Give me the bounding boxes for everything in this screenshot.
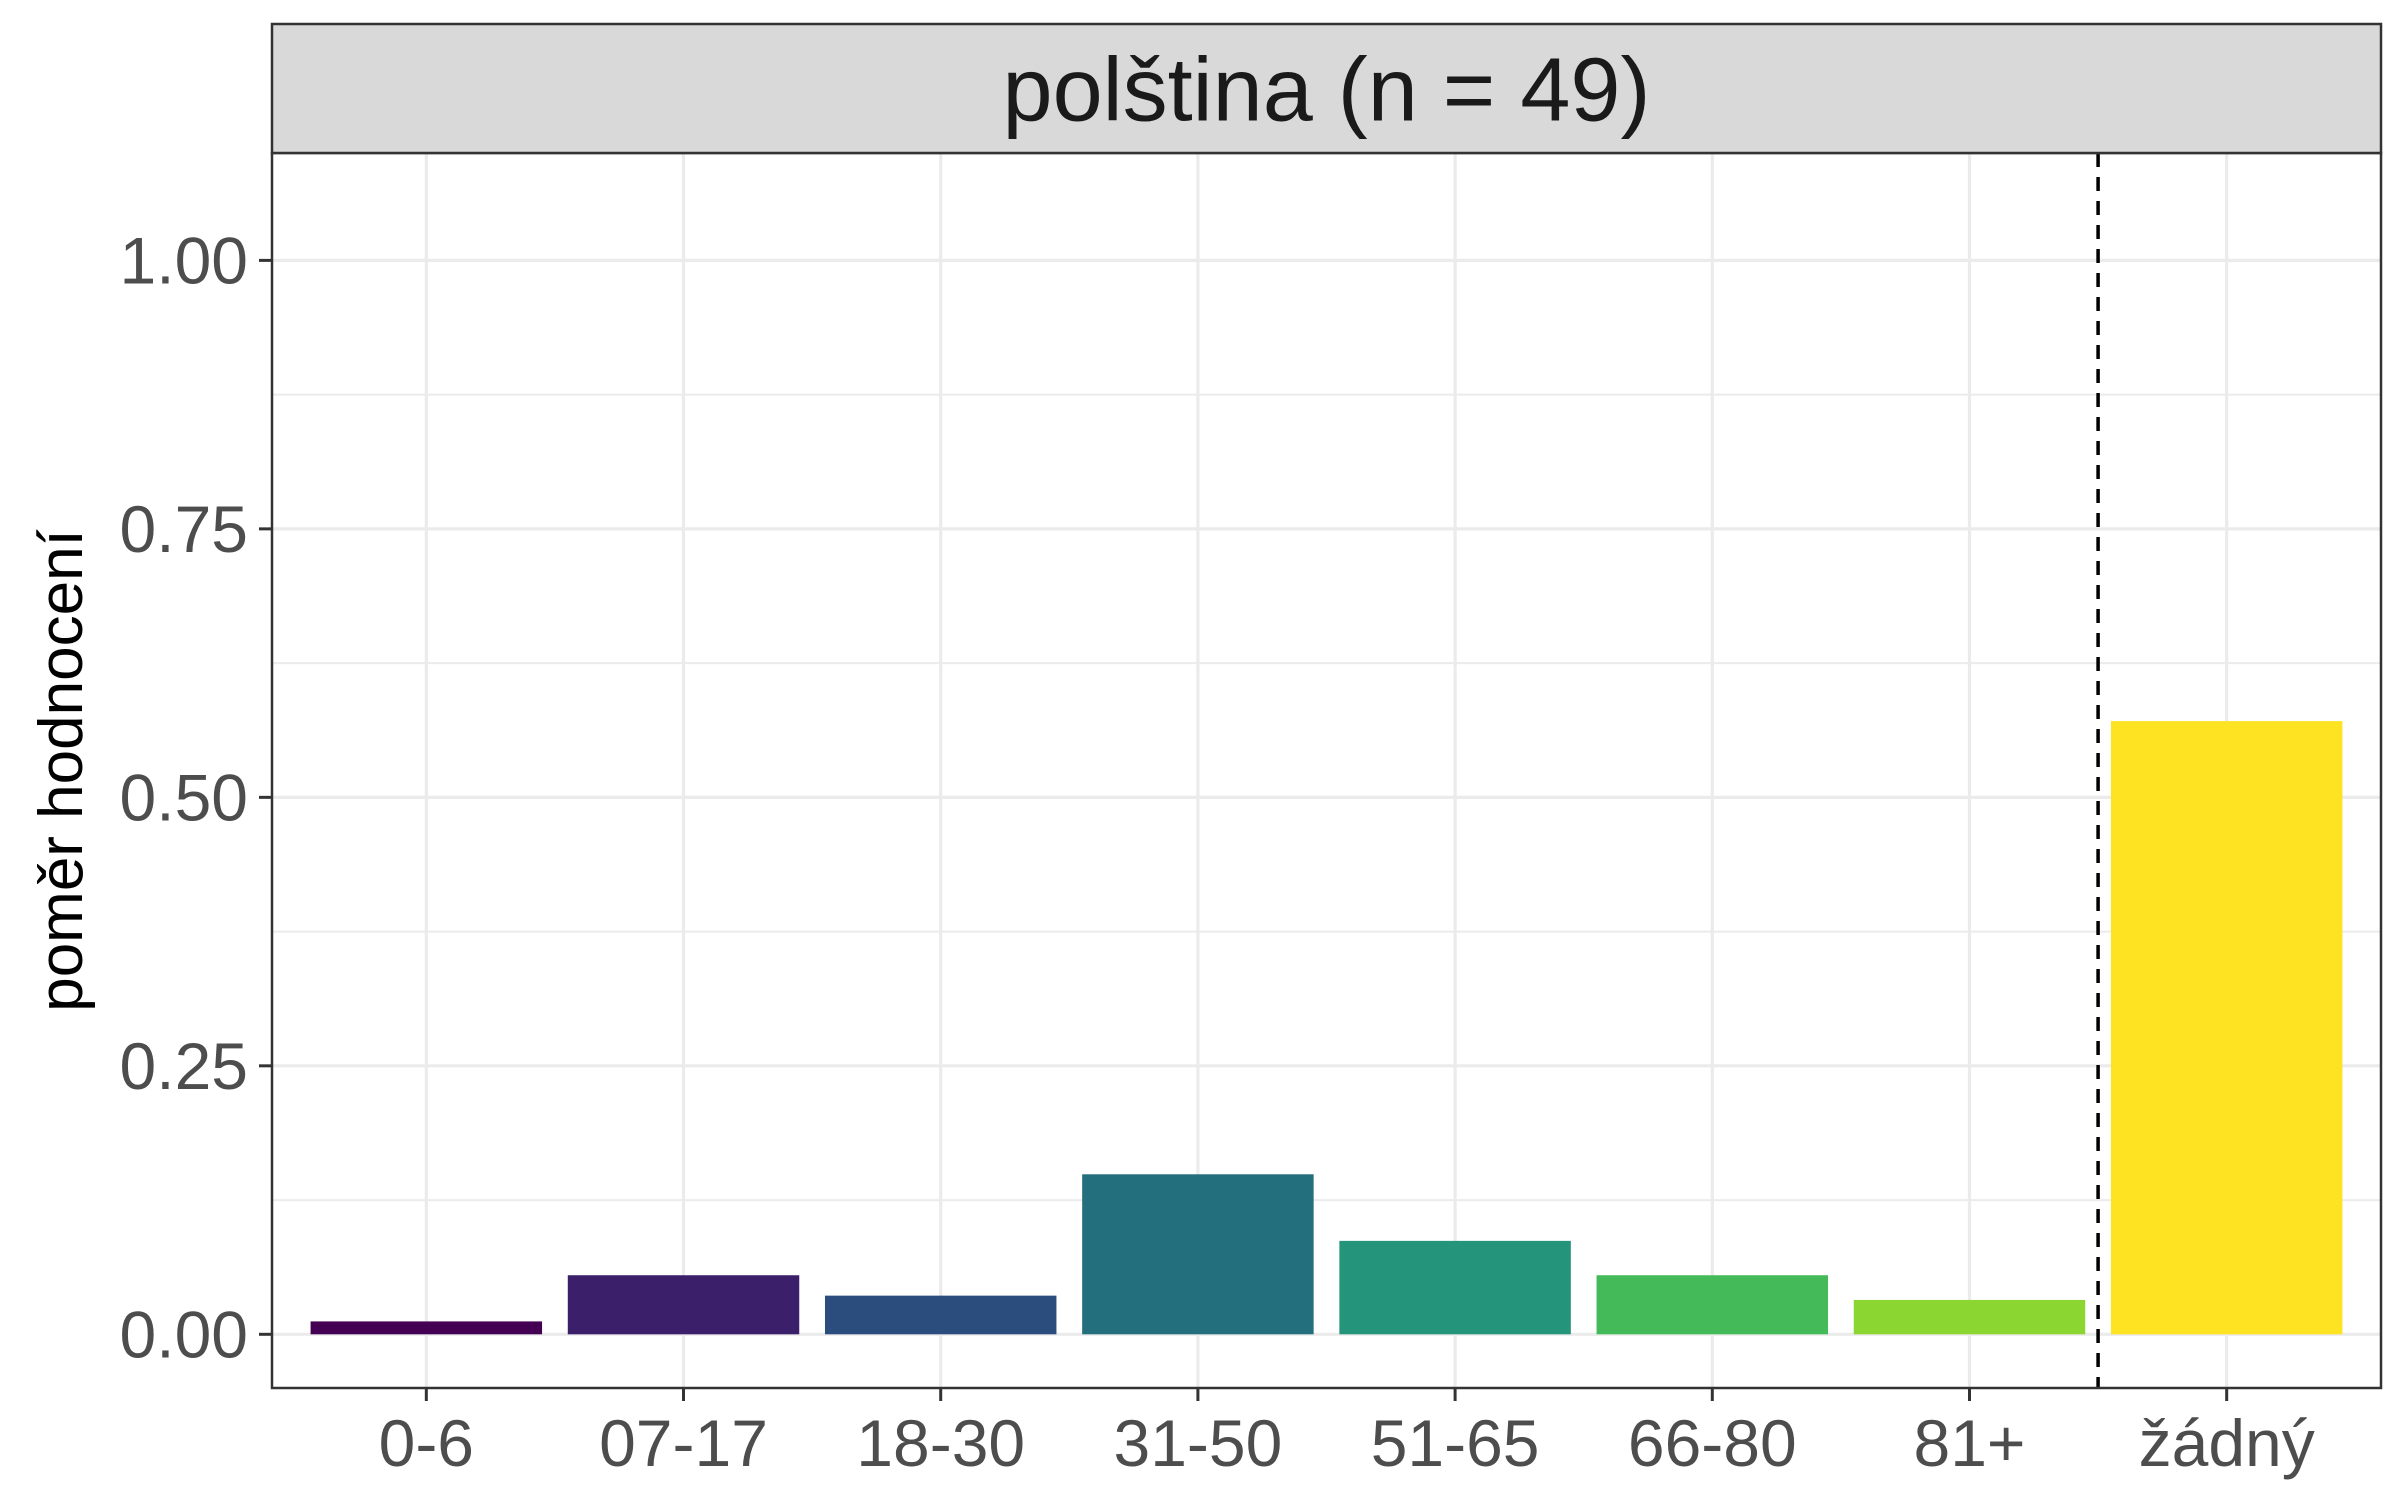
y-axis: 0.00 0.25 0.50 0.75 1.00 (120, 223, 272, 1371)
y-axis-title: poměr hodnocení (27, 529, 96, 1012)
bar-0-6 (310, 1321, 543, 1335)
panel-area (272, 153, 2381, 1388)
bar-07-17 (567, 1275, 800, 1335)
y-tick-label: 0.75 (120, 492, 248, 566)
y-tick-label: 1.00 (120, 223, 248, 297)
x-tick-label: 31-50 (1113, 1406, 1282, 1480)
x-axis: 0-6 07-17 18-30 31-50 51-65 66-80 81+ žádný (379, 1388, 2315, 1480)
bar-žádný (2110, 721, 2343, 1335)
bar-51-65 (1339, 1240, 1571, 1335)
bar-31-50 (1082, 1174, 1314, 1335)
x-tick-label: 18-30 (856, 1406, 1025, 1480)
x-tick-label: žádný (2139, 1406, 2315, 1480)
x-tick-label: 81+ (1914, 1406, 2026, 1480)
x-tick-label: 07-17 (599, 1406, 768, 1480)
facet-strip: polština (n = 49) (270, 22, 2383, 155)
chart-title: polština (n = 49) (1003, 41, 1651, 141)
y-tick-label: 0.50 (120, 760, 248, 834)
x-tick-label: 0-6 (379, 1406, 474, 1480)
y-tick-label: 0.25 (120, 1029, 248, 1103)
bars (310, 721, 2343, 1335)
x-tick-label: 51-65 (1371, 1406, 1540, 1480)
bar-66-80 (1596, 1275, 1829, 1335)
bar-81+ (1853, 1299, 2086, 1335)
x-tick-label: 66-80 (1628, 1406, 1797, 1480)
bar-18-30 (824, 1295, 1057, 1335)
y-tick-label: 0.00 (120, 1297, 248, 1371)
facet-strip-background (270, 22, 2383, 155)
panel-background (272, 153, 2381, 1388)
